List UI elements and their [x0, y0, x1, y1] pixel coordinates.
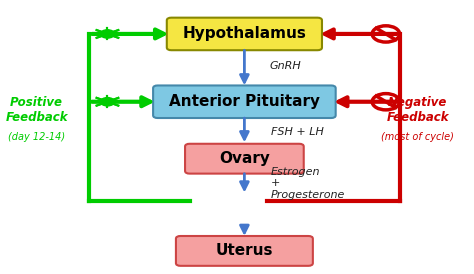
FancyBboxPatch shape	[153, 85, 336, 118]
Text: GnRH: GnRH	[270, 61, 301, 72]
Text: Ovary: Ovary	[219, 151, 270, 166]
Text: Positive
Feedback: Positive Feedback	[5, 96, 68, 124]
Text: FSH + LH: FSH + LH	[271, 127, 324, 136]
Text: (day 12-14): (day 12-14)	[8, 132, 65, 142]
FancyBboxPatch shape	[176, 236, 313, 266]
Circle shape	[100, 98, 115, 106]
Text: Anterior Pituitary: Anterior Pituitary	[169, 94, 320, 109]
Text: Uterus: Uterus	[216, 243, 273, 258]
FancyBboxPatch shape	[185, 144, 304, 174]
Text: Estrogen
+
Progesterone: Estrogen + Progesterone	[271, 167, 345, 200]
Circle shape	[100, 30, 115, 38]
Text: (most of cycle): (most of cycle)	[382, 132, 454, 142]
Text: Hypothalamus: Hypothalamus	[182, 26, 306, 41]
FancyBboxPatch shape	[167, 18, 322, 50]
Text: Negative
Feedback: Negative Feedback	[386, 96, 449, 124]
